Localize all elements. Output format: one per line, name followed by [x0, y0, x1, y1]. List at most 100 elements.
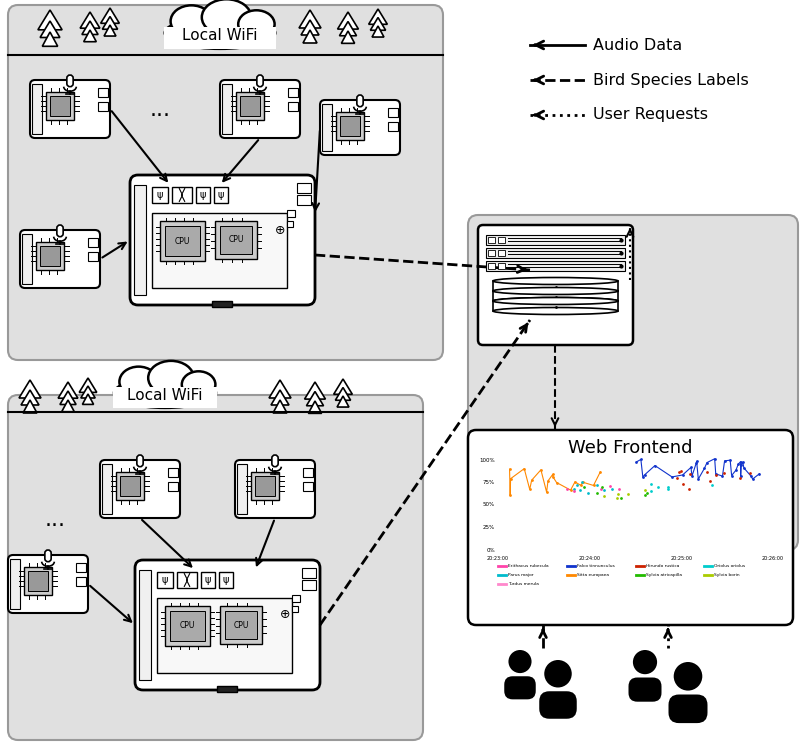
Text: Hirundo rustica: Hirundo rustica [646, 564, 679, 568]
Bar [336, 112, 364, 140]
Text: Falco tinnunculus: Falco tinnunculus [576, 564, 614, 568]
Point [504, 489, 517, 501]
Bar [152, 187, 168, 203]
Text: Turdus merula: Turdus merula [508, 582, 539, 586]
Bar [212, 301, 232, 307]
Bar [220, 606, 262, 644]
Bar [225, 611, 257, 639]
Point [708, 453, 721, 465]
Bar [139, 570, 151, 680]
Bar [114, 387, 217, 407]
Text: CPU: CPU [229, 236, 244, 244]
Bar [388, 108, 398, 117]
Text: ψ: ψ [218, 190, 224, 200]
Point [698, 462, 711, 474]
FancyBboxPatch shape [8, 395, 423, 740]
Bar [376, 17, 380, 26]
Point [737, 456, 749, 468]
Bar [493, 281, 618, 291]
Polygon shape [80, 386, 95, 398]
FancyBboxPatch shape [135, 560, 320, 690]
Polygon shape [369, 9, 387, 24]
FancyBboxPatch shape [67, 75, 73, 87]
Point [686, 470, 699, 482]
Point [613, 483, 625, 495]
Bar [88, 238, 98, 247]
Point [718, 454, 731, 466]
FancyBboxPatch shape [20, 230, 100, 288]
Point [735, 460, 748, 472]
Circle shape [509, 650, 531, 673]
Point [662, 481, 675, 493]
Ellipse shape [493, 298, 618, 304]
Polygon shape [82, 21, 98, 34]
Point [700, 466, 713, 478]
Point [547, 469, 559, 481]
Polygon shape [58, 382, 78, 398]
Point [568, 476, 581, 488]
Point [691, 473, 704, 485]
Polygon shape [80, 12, 100, 28]
Bar [486, 261, 625, 271]
Point [662, 484, 675, 496]
Bar [102, 464, 112, 514]
Point [725, 470, 738, 482]
Point [581, 488, 594, 500]
Text: CPU: CPU [233, 620, 249, 629]
Point [733, 472, 746, 484]
Point [745, 470, 758, 482]
Text: ...: ... [181, 369, 199, 387]
Text: ψ: ψ [204, 575, 211, 585]
Bar [302, 580, 316, 590]
Polygon shape [19, 380, 41, 398]
Point [594, 466, 607, 478]
Bar [168, 482, 178, 491]
Point [595, 482, 608, 494]
Point [737, 462, 750, 474]
Polygon shape [38, 10, 62, 30]
Point [645, 478, 658, 490]
FancyBboxPatch shape [8, 5, 443, 360]
Point [744, 467, 757, 479]
Bar [222, 84, 232, 134]
Point [574, 484, 587, 496]
Bar [215, 221, 257, 259]
Bar [88, 252, 98, 261]
Bar [46, 92, 74, 120]
Text: 25%: 25% [483, 525, 495, 530]
Bar [308, 20, 312, 30]
Point [564, 484, 577, 496]
Point [690, 455, 703, 467]
Text: 0%: 0% [486, 548, 495, 553]
Bar [240, 96, 260, 116]
Bar [493, 291, 618, 301]
Ellipse shape [493, 308, 618, 314]
Polygon shape [82, 394, 93, 404]
FancyBboxPatch shape [220, 80, 300, 138]
Polygon shape [60, 391, 76, 404]
Text: CPU: CPU [180, 622, 195, 631]
Point [576, 476, 589, 488]
Bar [288, 88, 298, 97]
Ellipse shape [493, 298, 618, 304]
Point [597, 484, 610, 496]
Text: ψ: ψ [162, 575, 168, 585]
FancyBboxPatch shape [8, 555, 88, 613]
Text: ...: ... [44, 510, 65, 530]
Bar [312, 392, 317, 401]
Circle shape [544, 660, 572, 688]
Bar [164, 26, 276, 49]
Polygon shape [307, 392, 324, 406]
Bar [76, 563, 86, 572]
Bar [303, 482, 313, 491]
Bar [278, 390, 283, 400]
Point [705, 479, 718, 491]
FancyBboxPatch shape [539, 692, 576, 718]
Bar [98, 88, 108, 97]
Polygon shape [40, 21, 60, 38]
Point [734, 470, 747, 482]
FancyBboxPatch shape [320, 100, 400, 155]
Point [591, 478, 604, 490]
Bar [220, 226, 252, 254]
Bar [165, 226, 200, 256]
